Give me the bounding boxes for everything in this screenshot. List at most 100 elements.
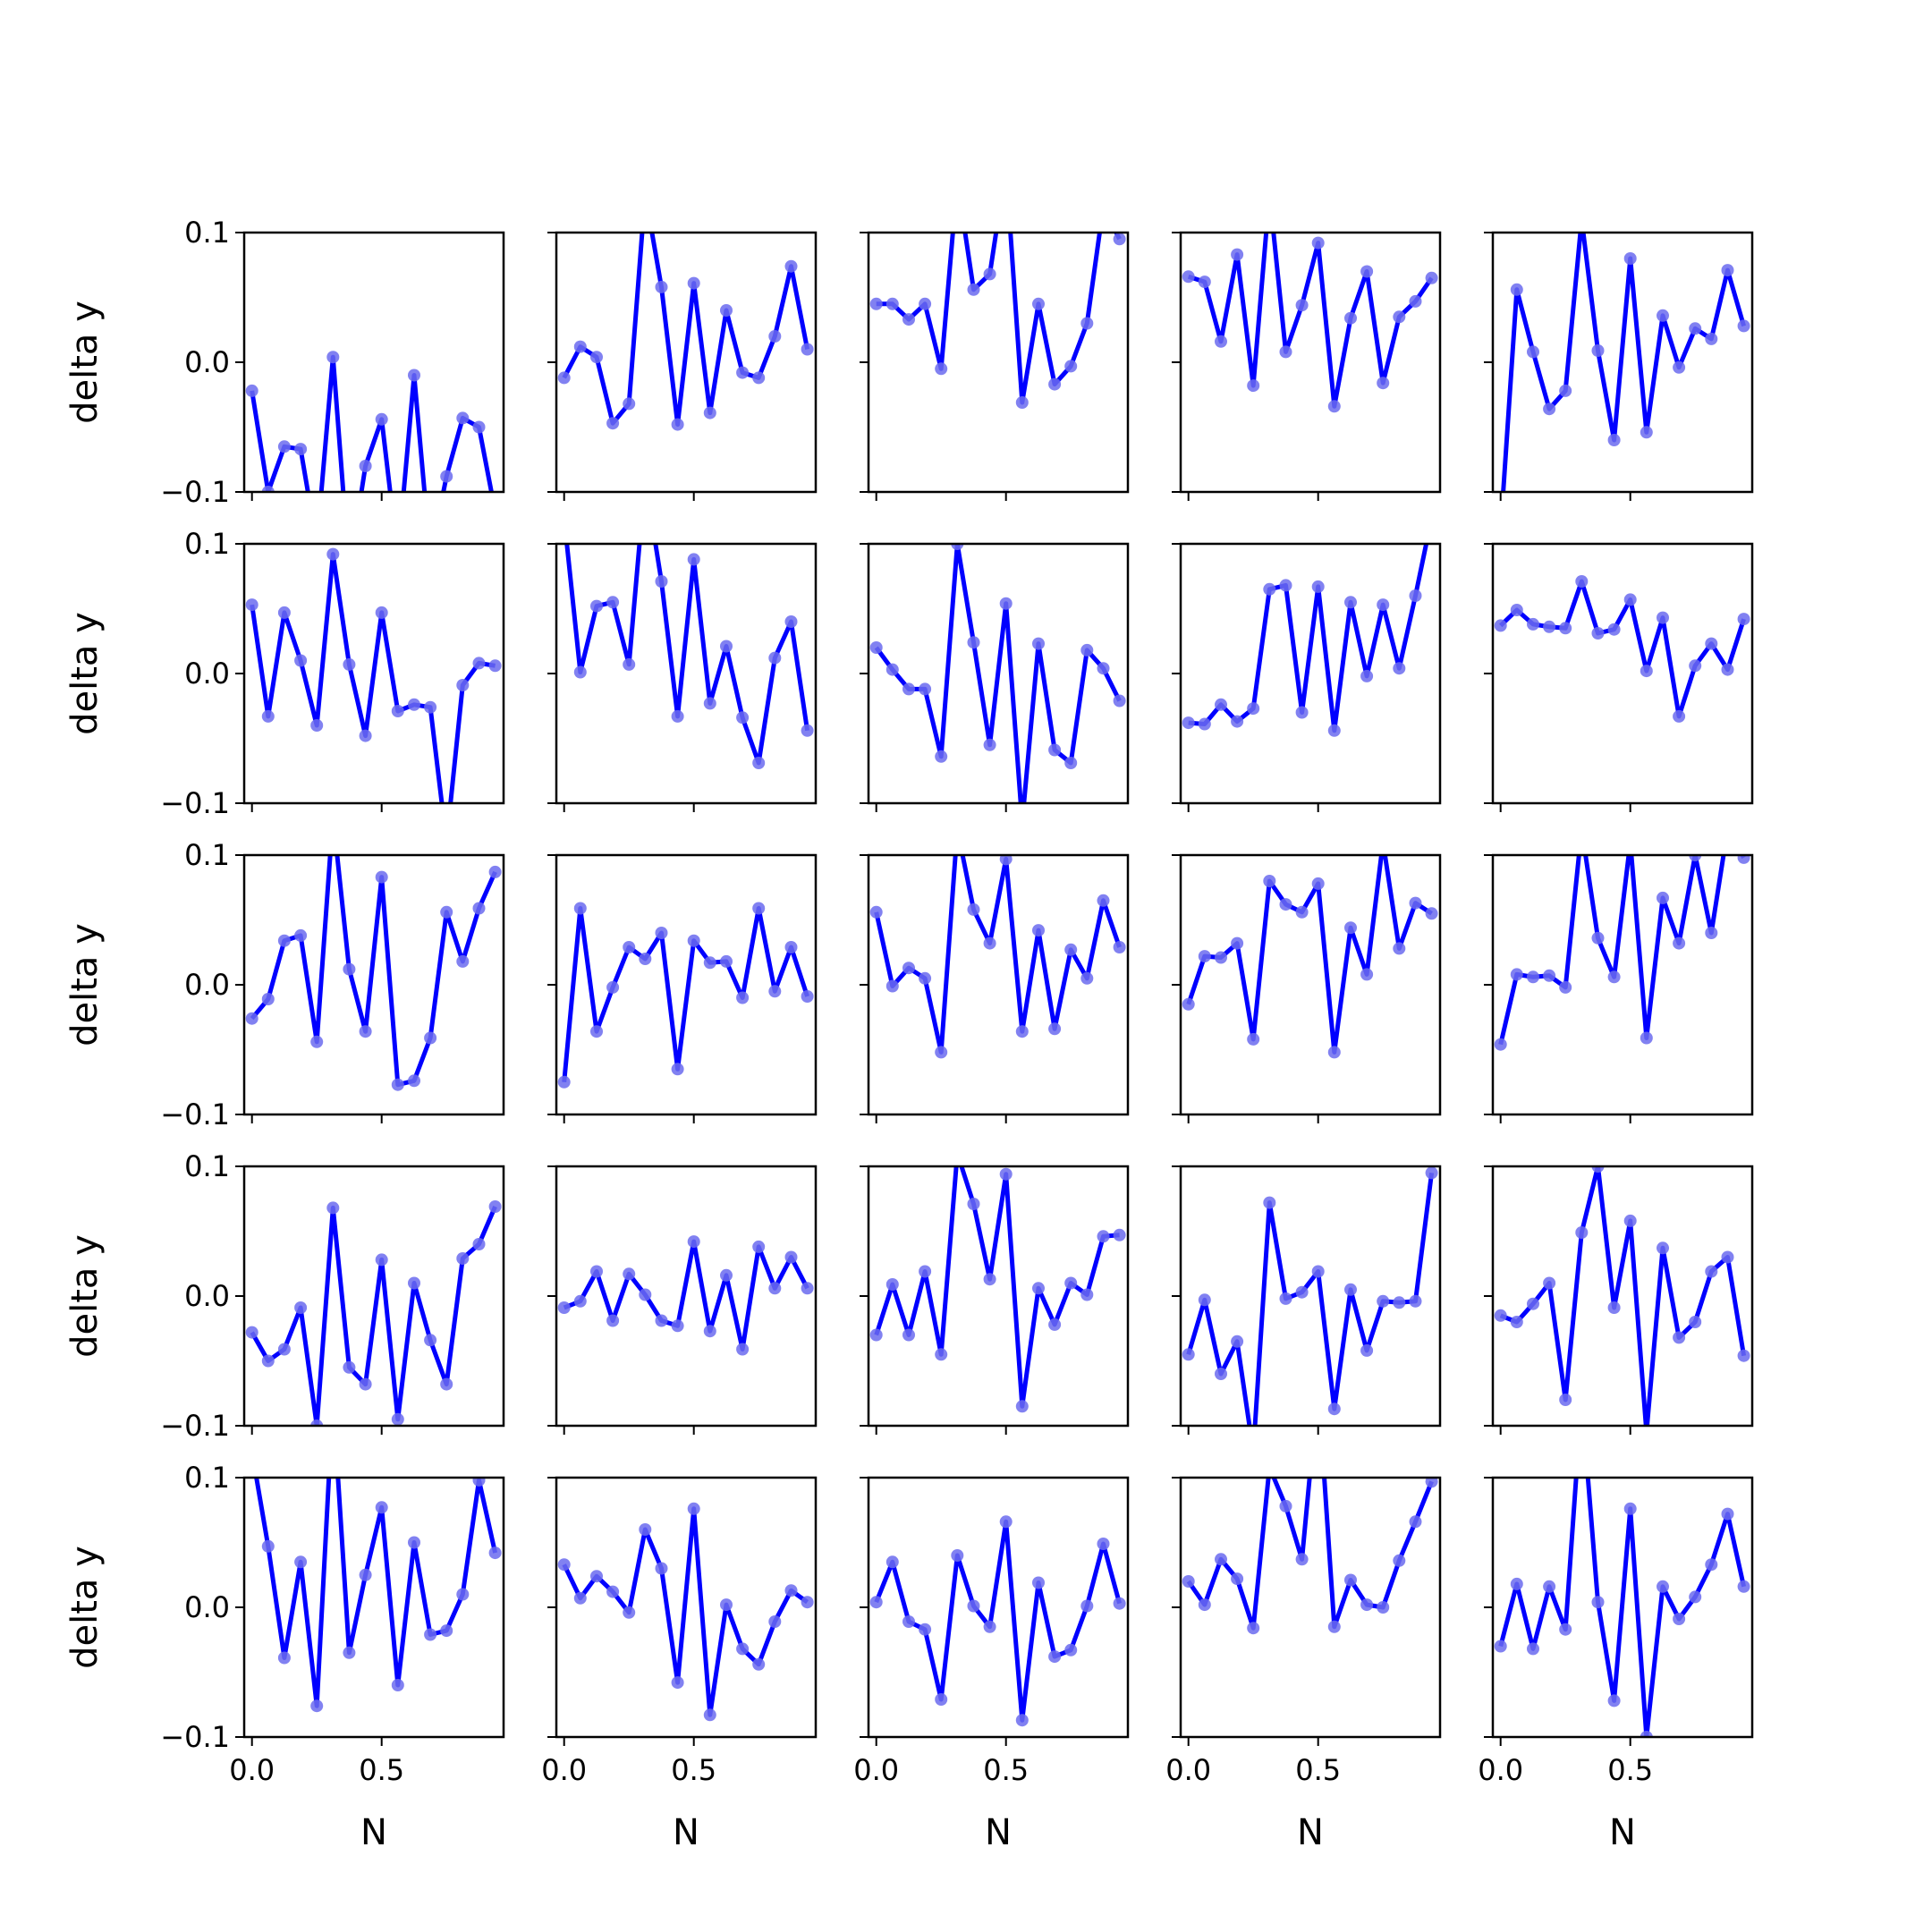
data-point — [886, 1278, 899, 1291]
data-point — [1247, 1622, 1260, 1635]
data-point — [1015, 1025, 1029, 1038]
data-point — [1080, 971, 1094, 985]
data-point — [919, 1265, 932, 1278]
data-point — [1064, 360, 1078, 373]
plot-area — [1182, 1381, 1438, 1635]
x-axis-label: N — [1297, 1812, 1324, 1853]
series-line — [874, 855, 1122, 1055]
data-point — [1080, 1288, 1094, 1301]
data-point — [869, 1328, 883, 1342]
plot-area — [245, 351, 494, 492]
data-point — [1689, 659, 1702, 673]
data-point — [343, 1360, 356, 1374]
data-point — [326, 1201, 340, 1215]
data-point — [1097, 894, 1110, 907]
data-point — [359, 1025, 372, 1038]
data-point — [1032, 1576, 1045, 1589]
x-tick-label: 0.5 — [359, 1753, 404, 1787]
data-point — [1377, 1294, 1390, 1308]
data-point — [488, 659, 502, 673]
series-line — [562, 906, 809, 1083]
data-point — [277, 1651, 291, 1665]
data-point — [472, 1238, 486, 1250]
data-point — [343, 962, 356, 976]
plot-area — [1501, 233, 1750, 492]
data-point — [768, 985, 782, 998]
series-line — [564, 544, 810, 766]
data-point — [1689, 322, 1702, 335]
x-tick-label: 0.0 — [853, 1753, 899, 1787]
data-point — [1575, 823, 1588, 835]
plot-area — [869, 1166, 1126, 1413]
data-point — [590, 1570, 603, 1583]
subplot-r3-c2 — [547, 853, 818, 1123]
data-point — [935, 1046, 948, 1059]
data-point — [1327, 724, 1341, 737]
data-point — [1377, 377, 1390, 390]
data-point — [1344, 1283, 1357, 1296]
plot-area — [245, 1200, 502, 1426]
data-point — [1527, 970, 1539, 984]
data-point — [1543, 969, 1556, 982]
data-point — [801, 990, 814, 1003]
series-line — [1499, 1166, 1747, 1426]
data-point — [1657, 891, 1669, 904]
data-point — [919, 682, 932, 696]
data-point — [1344, 596, 1357, 609]
data-point — [703, 406, 716, 419]
plot-area — [246, 1445, 502, 1713]
data-point — [1673, 936, 1686, 950]
subplot-r2-c3 — [860, 542, 1130, 812]
data-point — [1231, 1572, 1244, 1586]
data-point — [623, 1606, 636, 1619]
data-point — [245, 1012, 258, 1025]
data-point — [1705, 1558, 1718, 1572]
data-point — [902, 1328, 915, 1342]
subplot-r1-c1: −0.1 0.0 0.1 delta y — [64, 216, 505, 509]
plot-area — [564, 544, 814, 769]
data-point — [391, 1078, 404, 1091]
data-point — [1247, 1032, 1260, 1046]
data-point — [1705, 1265, 1718, 1278]
data-point — [1393, 1554, 1406, 1567]
y-tick-label: −0.1 — [160, 475, 230, 509]
data-point — [1737, 855, 1750, 864]
data-point — [1393, 662, 1406, 675]
subplot-r4-c2 — [547, 1165, 818, 1435]
data-point — [1263, 188, 1275, 200]
data-point — [655, 927, 668, 939]
data-point — [261, 709, 275, 723]
data-point — [456, 411, 470, 425]
data-point — [1624, 836, 1637, 849]
data-point — [1295, 706, 1309, 719]
data-point — [1312, 1381, 1325, 1394]
subplot-r3-c4 — [1172, 853, 1442, 1123]
data-point — [1673, 1331, 1686, 1344]
data-point — [1543, 402, 1556, 416]
data-point — [886, 663, 899, 676]
plot-area — [1182, 544, 1429, 737]
data-point — [639, 953, 652, 965]
data-point — [246, 1445, 258, 1458]
data-point — [1559, 1623, 1572, 1636]
data-point — [983, 1273, 996, 1286]
data-point — [1705, 927, 1718, 939]
data-point — [902, 1615, 915, 1628]
data-point — [720, 954, 733, 968]
data-point — [687, 276, 700, 290]
data-point — [768, 1282, 782, 1295]
data-point — [1591, 1166, 1605, 1173]
data-point — [1182, 997, 1195, 1011]
plot-area — [1494, 575, 1750, 723]
data-point — [408, 369, 420, 382]
data-point — [999, 1515, 1013, 1529]
data-point — [784, 941, 798, 953]
data-point — [1527, 1642, 1539, 1656]
data-point — [1510, 283, 1523, 296]
data-point — [1393, 310, 1406, 324]
data-point — [902, 313, 915, 326]
data-point — [375, 606, 388, 619]
data-point — [606, 1314, 620, 1327]
data-point — [1097, 1230, 1110, 1243]
